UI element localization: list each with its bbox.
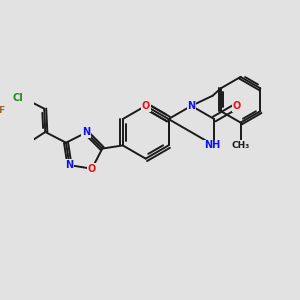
- Text: NH: NH: [204, 140, 220, 150]
- Text: N: N: [82, 128, 90, 137]
- Text: CH₃: CH₃: [232, 141, 250, 150]
- Text: O: O: [88, 164, 96, 174]
- Text: O: O: [233, 101, 241, 111]
- Text: N: N: [187, 101, 195, 111]
- Text: Cl: Cl: [13, 93, 24, 103]
- Text: F: F: [0, 106, 4, 115]
- Text: N: N: [65, 160, 74, 170]
- Text: O: O: [142, 101, 150, 111]
